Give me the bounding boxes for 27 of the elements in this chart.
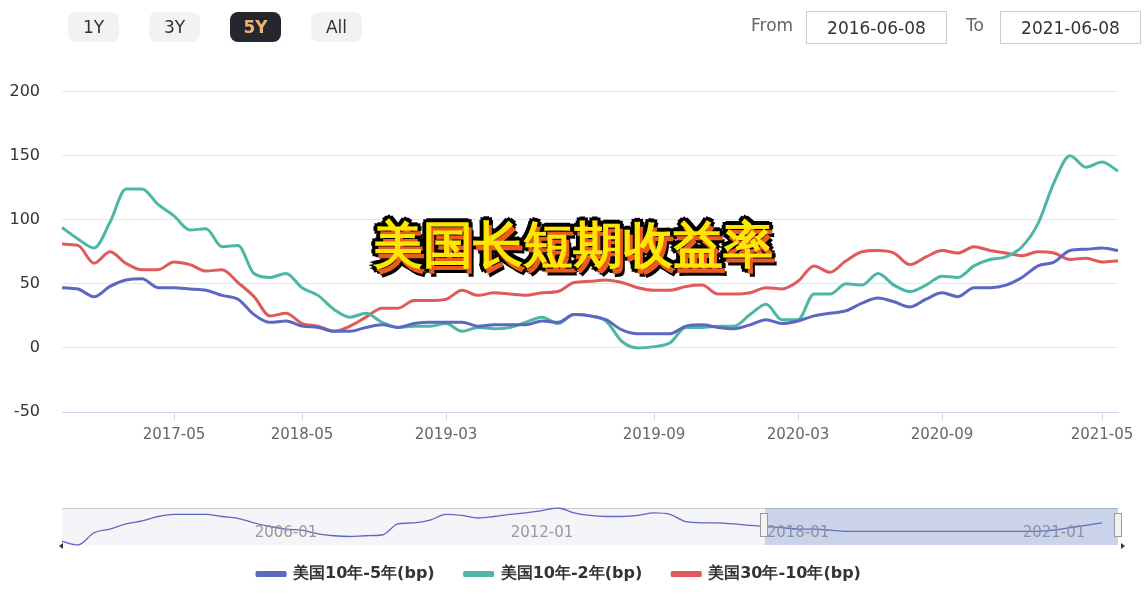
x-tick-label: 2019-03 xyxy=(414,424,478,443)
x-tick-label: 2017-05 xyxy=(142,424,206,443)
text: All xyxy=(311,12,362,42)
legend-label: 美国10年-2年(bp) xyxy=(499,563,643,583)
line-series xyxy=(60,154,1120,350)
y-tick-label: -50 xyxy=(13,401,40,421)
x-tick-label: 2018-05 xyxy=(270,424,334,443)
text: 2021-06-08 xyxy=(1000,11,1141,44)
x-tick-label: 2012-01 xyxy=(510,522,574,541)
y-tick-label: 0 xyxy=(29,337,40,357)
legend-label: 美国30年-10年(bp) xyxy=(707,563,861,583)
legend-label: 美国10年-5年(bp) xyxy=(292,563,435,583)
text: 2016-06-08 xyxy=(806,11,947,44)
text: To xyxy=(966,15,984,35)
x-tick-label: 2020-03 xyxy=(766,424,830,443)
text: From xyxy=(751,15,794,35)
x-tick-label: 2019-09 xyxy=(622,424,686,443)
y-tick-label: 50 xyxy=(19,273,40,292)
text: 3Y xyxy=(149,12,200,42)
y-tick-label: 200 xyxy=(9,80,40,100)
x-tick-label: 2020-09 xyxy=(910,424,974,443)
text: 1Y xyxy=(68,12,119,42)
y-tick-label: 150 xyxy=(9,144,40,164)
x-tick-label: 2021-05 xyxy=(1070,424,1134,443)
y-tick-label: 100 xyxy=(9,208,40,228)
text: 5Y xyxy=(230,12,281,42)
text: 美国长短期收益率 xyxy=(372,216,773,274)
